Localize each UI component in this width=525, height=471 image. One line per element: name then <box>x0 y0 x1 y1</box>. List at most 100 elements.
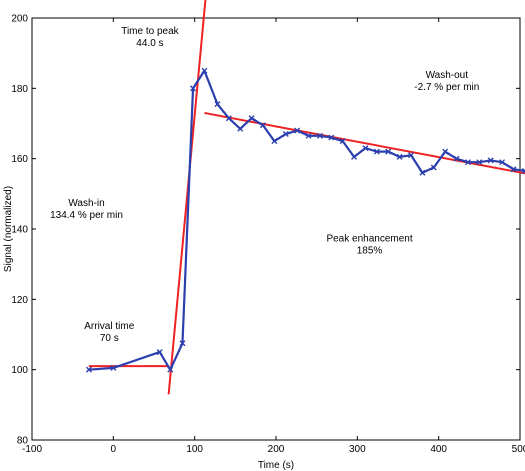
x-tick-label: 100 <box>186 444 203 455</box>
data-point <box>237 125 244 132</box>
y-tick-label: 180 <box>11 84 28 95</box>
data-point <box>385 148 392 155</box>
data-point-stroke <box>487 157 494 164</box>
data-point <box>271 138 278 145</box>
annotation-line: 70 s <box>100 333 119 344</box>
data-point-stroke <box>201 67 208 74</box>
data-point <box>430 164 437 171</box>
data-point-stroke <box>419 169 426 176</box>
x-axis-label: Time (s) <box>258 460 294 471</box>
annotation: Wash-out -2.7 % per min <box>414 70 479 93</box>
data-point <box>362 145 369 152</box>
y-tick-label: 160 <box>11 154 28 165</box>
data-point-stroke <box>499 159 506 166</box>
data-point <box>305 132 312 139</box>
data-point <box>419 169 426 176</box>
data-point <box>408 152 415 159</box>
data-point <box>282 131 289 138</box>
data-point-stroke <box>85 366 92 373</box>
annotation: Arrival time 70 s <box>84 321 134 344</box>
annotation: Peak enhancement 185% <box>326 233 412 256</box>
data-point-stroke <box>476 159 483 166</box>
annotation-line: -2.7 % per min <box>414 82 479 93</box>
data-point <box>373 148 380 155</box>
x-tick-label: 300 <box>349 444 366 455</box>
data-point-stroke <box>430 164 437 171</box>
data-point-stroke <box>225 115 232 122</box>
plot-area <box>31 17 521 441</box>
data-point <box>339 138 346 145</box>
data-point-stroke <box>510 166 517 173</box>
data-point-stroke <box>316 132 323 139</box>
data-point <box>85 366 92 373</box>
annotation-line: Wash-out <box>426 70 469 81</box>
data-point <box>179 340 186 347</box>
data-point <box>201 67 208 74</box>
data-point-stroke <box>362 145 369 152</box>
series-line <box>88 69 525 371</box>
data-point <box>487 157 494 164</box>
data-point-stroke <box>396 153 403 160</box>
data-point <box>248 115 255 122</box>
annotations: Time to peak 44.0 s Wash-out -2.7 % per min… <box>50 26 479 344</box>
data-point <box>294 127 301 134</box>
data-point-stroke <box>271 138 278 145</box>
y-axis-label: Signal (normalized) <box>3 186 14 272</box>
annotation-line: Arrival time <box>84 321 134 332</box>
axis-ticks: -100 0 100 200 300 400 500 80 100 120 140 160 180 200 <box>11 14 525 456</box>
x-tick-label: 500 <box>512 444 525 455</box>
x-tick-label: 400 <box>430 444 447 455</box>
data-point-stroke <box>167 366 174 373</box>
data-point <box>499 159 506 166</box>
data-point <box>328 134 335 141</box>
y-tick-label: 200 <box>11 14 28 25</box>
x-tick-label: -100 <box>22 444 42 455</box>
data-point-stroke <box>259 122 266 129</box>
data-point-stroke <box>248 115 255 122</box>
data-point-stroke <box>179 340 186 347</box>
annotation-line: 185% <box>357 245 383 256</box>
data-point-stroke <box>214 101 221 108</box>
data-point <box>453 155 460 162</box>
data-point <box>316 132 323 139</box>
data-point <box>464 159 471 166</box>
annotation: Time to peak 44.0 s <box>121 26 179 49</box>
data-point-stroke <box>237 125 244 132</box>
annotation-line: Wash-in <box>68 198 104 209</box>
annotation: Wash-in 134.4 % per min <box>50 198 123 221</box>
annotation-line: 134.4 % per min <box>50 210 123 221</box>
annotation-line: Peak enhancement <box>326 233 412 244</box>
data-point <box>225 115 232 122</box>
data-point-stroke <box>339 138 346 145</box>
data-point-stroke <box>442 148 449 155</box>
y-tick-label: 120 <box>11 295 28 306</box>
y-tick-label: 80 <box>17 436 29 447</box>
data-point-stroke <box>156 349 163 356</box>
data-point-stroke <box>373 148 380 155</box>
data-series <box>85 67 525 373</box>
data-point <box>442 148 449 155</box>
data-point <box>167 366 174 373</box>
data-point-stroke <box>464 159 471 166</box>
annotation-line: 44.0 s <box>136 38 163 49</box>
data-point <box>110 364 117 371</box>
data-point <box>190 85 197 92</box>
data-point-stroke <box>282 131 289 138</box>
data-point <box>259 122 266 129</box>
data-point <box>510 166 517 173</box>
data-point-stroke <box>305 132 312 139</box>
data-point <box>351 153 358 160</box>
data-point-stroke <box>294 127 301 134</box>
y-tick-label: 140 <box>11 225 28 236</box>
data-point-stroke <box>351 153 358 160</box>
data-point <box>476 159 483 166</box>
data-point <box>396 153 403 160</box>
data-point <box>156 349 163 356</box>
x-tick-label: 200 <box>268 444 285 455</box>
data-point-stroke <box>385 148 392 155</box>
data-point-stroke <box>190 85 197 92</box>
data-point-stroke <box>453 155 460 162</box>
data-point <box>214 101 221 108</box>
data-point-stroke <box>328 134 335 141</box>
